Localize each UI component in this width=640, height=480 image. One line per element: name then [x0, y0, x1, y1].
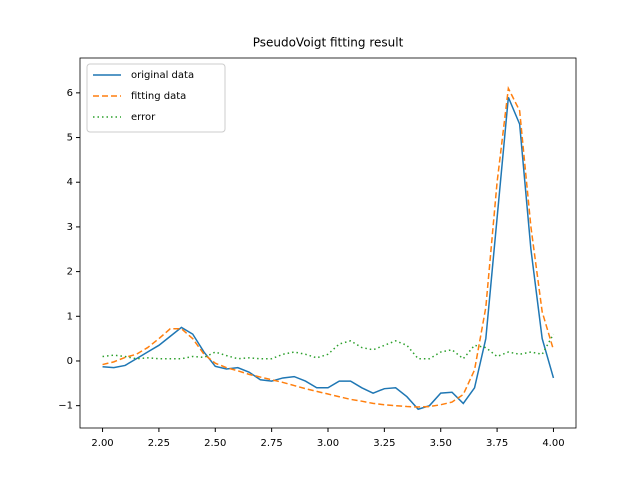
data-line: [102, 333, 555, 360]
legend-box: [86, 63, 226, 133]
chart-title: PseudoVoigt fitting result: [253, 36, 404, 50]
y-tick-label: 3: [67, 222, 73, 233]
y-tick-label: 4: [67, 177, 73, 188]
x-tick-label: 2.50: [204, 438, 226, 449]
y-tick-label: 2: [67, 267, 73, 278]
y-tick-label: 0: [67, 356, 73, 367]
y-tick-label: −1: [58, 401, 73, 412]
x-tick-label: 3.50: [430, 438, 452, 449]
data-line: [102, 97, 555, 411]
x-tick-label: 3.75: [486, 438, 508, 449]
legend-label: error: [131, 112, 156, 123]
legend-label: fitting data: [131, 91, 186, 102]
legend-label: original data: [131, 70, 194, 81]
x-tick-label: 2.00: [91, 438, 113, 449]
y-tick-label: 6: [67, 88, 73, 99]
plot-frame: [79, 57, 577, 429]
x-tick-label: 2.25: [148, 438, 170, 449]
y-tick-label: 5: [67, 133, 73, 144]
x-tick-label: 2.75: [261, 438, 283, 449]
y-tick-label: 1: [67, 311, 73, 322]
x-tick-label: 3.00: [317, 438, 339, 449]
x-tick-label: 3.25: [373, 438, 395, 449]
x-tick-label: 4.00: [542, 438, 564, 449]
data-line: [102, 85, 555, 408]
